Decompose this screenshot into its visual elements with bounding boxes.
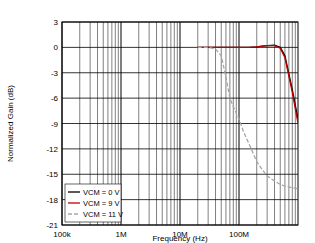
grid-line [62, 148, 298, 149]
y-tick-label: -21 [46, 221, 58, 230]
x-axis-title: Frequency (Hz) [152, 234, 207, 243]
grid-line [62, 72, 298, 73]
legend-label: VCM = 11 V [83, 210, 123, 219]
y-tick-label: -12 [46, 145, 58, 154]
y-tick-label: 0 [54, 43, 59, 52]
grid-line [62, 123, 298, 124]
grid-line [62, 98, 298, 99]
series-line [198, 45, 298, 119]
series-group [198, 45, 298, 188]
x-tick-label: 100M [229, 230, 249, 239]
x-tick-label: 1M [115, 230, 126, 239]
series-line [198, 47, 298, 188]
y-tick-label: 3 [54, 18, 59, 27]
x-tick-label: 100k [53, 230, 71, 239]
legend-label: VCM = 0 V [83, 188, 119, 197]
y-axis-title: Normalized Gain (dB) [6, 85, 15, 162]
y-tick-label: -6 [51, 94, 59, 103]
grid-line [62, 47, 298, 48]
legend-swatch [68, 191, 80, 192]
y-tick-label: -9 [51, 120, 59, 129]
grid-line [62, 174, 298, 175]
legend-swatch [68, 213, 80, 214]
y-tick-label: -18 [46, 196, 58, 205]
chart: 30-3-6-9-12-15-18-21100k1M10M100MFrequen… [0, 0, 315, 243]
legend-label: VCM = 9 V [83, 199, 119, 208]
y-tick-label: -15 [46, 170, 58, 179]
series-line [198, 46, 298, 124]
legend-swatch [68, 202, 80, 203]
plot-frame [62, 22, 298, 225]
y-tick-label: -3 [51, 69, 59, 78]
